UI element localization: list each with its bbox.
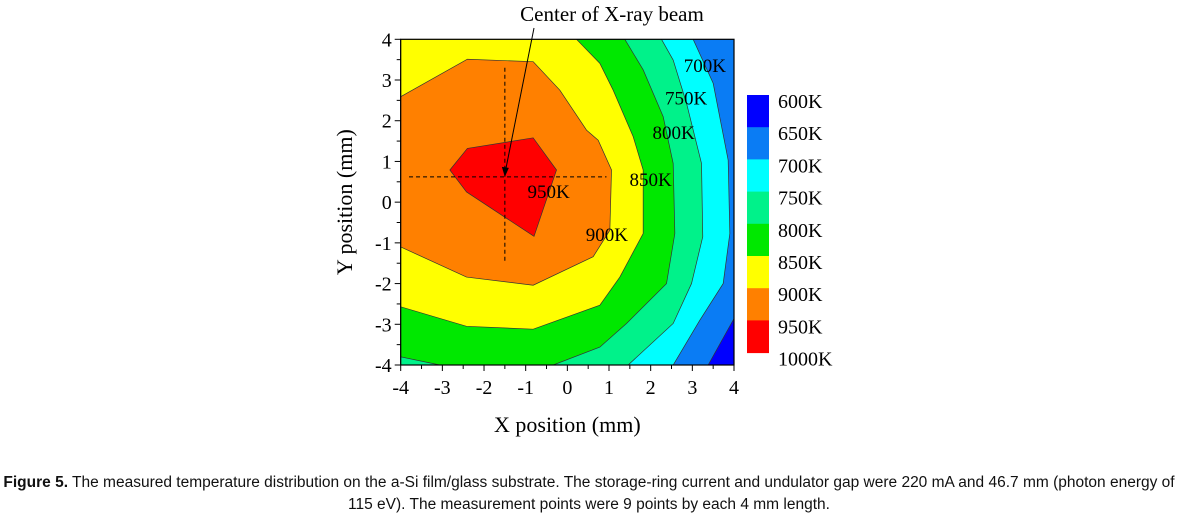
legend-swatch-750K xyxy=(747,191,769,225)
x-tick-label: -3 xyxy=(434,377,451,399)
contour-label: 950K xyxy=(527,182,570,203)
contour-region-950K xyxy=(449,137,557,237)
legend-label: 850K xyxy=(778,252,823,274)
annotation-text: Center of X-ray beam xyxy=(520,2,704,26)
legend-swatch-700K xyxy=(747,159,769,193)
figure-caption: Figure 5. The measured temperature distr… xyxy=(0,472,1178,516)
y-tick-label: 2 xyxy=(382,111,392,133)
x-tick-label: 1 xyxy=(604,377,614,399)
contour-label: 750K xyxy=(665,88,708,109)
x-tick-label: 2 xyxy=(646,377,656,399)
legend-swatch-600K xyxy=(747,95,769,128)
x-axis-label: X position (mm) xyxy=(494,412,641,437)
legend-label: 900K xyxy=(778,284,823,306)
legend-label: 1000K xyxy=(778,349,833,371)
legend-label: 700K xyxy=(778,155,823,177)
legend-label: 600K xyxy=(778,91,823,113)
caption-label: Figure 5. xyxy=(3,474,69,491)
caption-text: The measured temperature distribution on… xyxy=(68,474,1175,513)
legend-swatch-650K xyxy=(747,127,769,160)
y-tick-label: 3 xyxy=(382,70,392,92)
y-tick-label: -3 xyxy=(375,314,392,336)
annotation-arrow-line xyxy=(505,27,535,170)
legend-swatch-850K xyxy=(747,256,769,289)
contour-label: 700K xyxy=(684,56,727,77)
contour-chart: -4 -3 -2 -1 0 1 2 3 4 -4 -3 -2 -1 0 1 2 3 4 X position (mm… xyxy=(332,2,833,437)
x-tick-label: -1 xyxy=(517,377,534,399)
contour-label: 800K xyxy=(652,123,695,144)
annotation-arrowhead xyxy=(501,166,509,177)
legend-swatch-900K xyxy=(747,288,769,321)
legend-swatch-800K xyxy=(747,223,769,257)
legend-label: 950K xyxy=(778,316,823,338)
x-tick-label: 0 xyxy=(562,377,572,399)
x-tick-label: 4 xyxy=(729,377,739,399)
contour-label: 900K xyxy=(586,225,629,246)
x-tick-label: 3 xyxy=(687,377,697,399)
y-axis-label: Y position (mm) xyxy=(332,129,357,275)
y-tick-label: 0 xyxy=(382,192,392,214)
y-tick-label: -4 xyxy=(375,355,392,377)
legend-label: 650K xyxy=(778,123,823,145)
legend-label: 750K xyxy=(778,188,823,210)
legend-swatch-950K xyxy=(747,320,769,354)
y-tick-label: -2 xyxy=(375,274,392,296)
legend-label: 800K xyxy=(778,220,823,242)
y-tick-label: 1 xyxy=(382,151,392,173)
x-tick-label: -2 xyxy=(476,377,493,399)
y-tick-label: 4 xyxy=(382,29,392,51)
y-tick-label: -1 xyxy=(375,233,392,255)
x-tick-label: -4 xyxy=(392,377,409,399)
contour-label: 850K xyxy=(630,170,673,191)
